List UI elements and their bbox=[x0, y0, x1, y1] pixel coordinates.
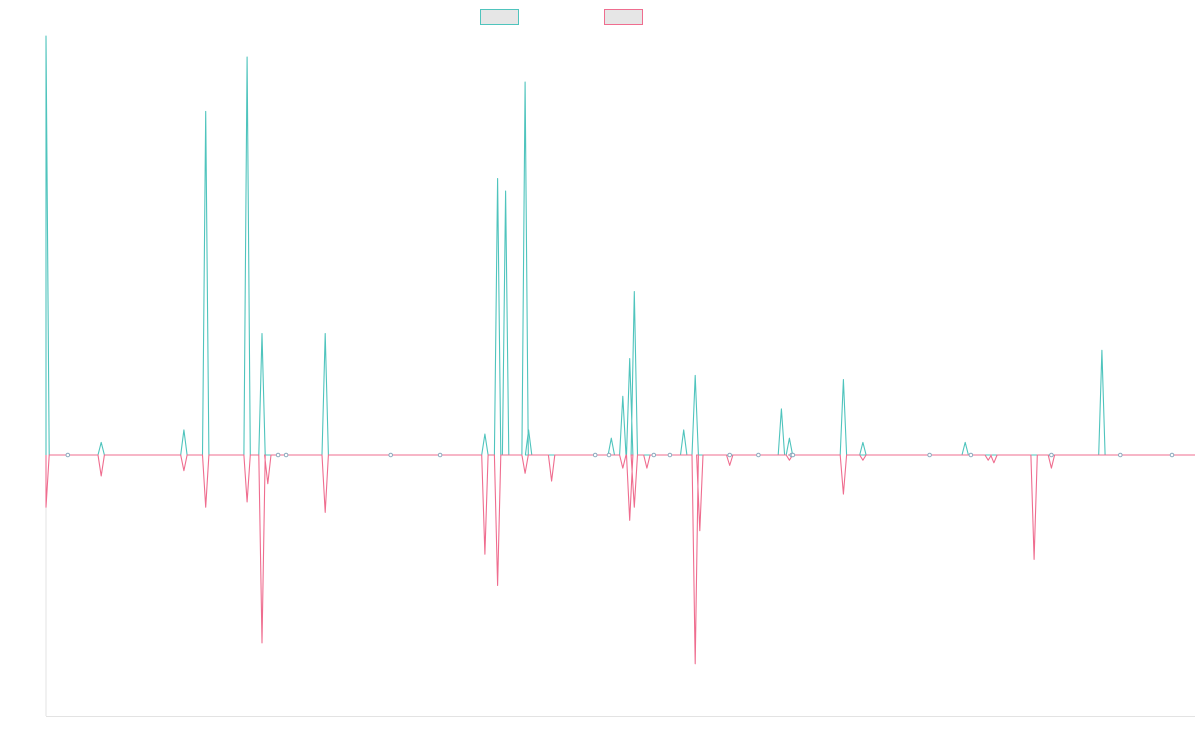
data-point-marker bbox=[667, 452, 673, 458]
series-line-2 bbox=[45, 454, 1195, 665]
data-point-marker bbox=[927, 452, 932, 458]
data-point-marker bbox=[283, 452, 289, 458]
data-point-marker bbox=[592, 452, 598, 458]
data-point-marker bbox=[388, 452, 394, 458]
data-point-marker bbox=[756, 452, 761, 458]
data-point-marker bbox=[437, 452, 443, 458]
data-point-marker bbox=[1118, 452, 1123, 458]
chart-legend bbox=[0, 9, 1200, 27]
data-point-marker bbox=[65, 452, 71, 458]
data-point-marker bbox=[651, 452, 657, 458]
series-line-1 bbox=[45, 35, 1195, 456]
data-point-marker bbox=[606, 452, 612, 458]
legend-swatch-series-b[interactable] bbox=[604, 9, 643, 25]
data-point-marker bbox=[275, 452, 281, 458]
data-point-marker bbox=[790, 452, 796, 458]
data-point-marker bbox=[727, 452, 733, 458]
data-point-marker bbox=[968, 452, 974, 458]
legend-swatch-series-a[interactable] bbox=[480, 9, 519, 25]
data-point-marker bbox=[1169, 452, 1175, 458]
data-point-marker bbox=[1049, 452, 1054, 458]
